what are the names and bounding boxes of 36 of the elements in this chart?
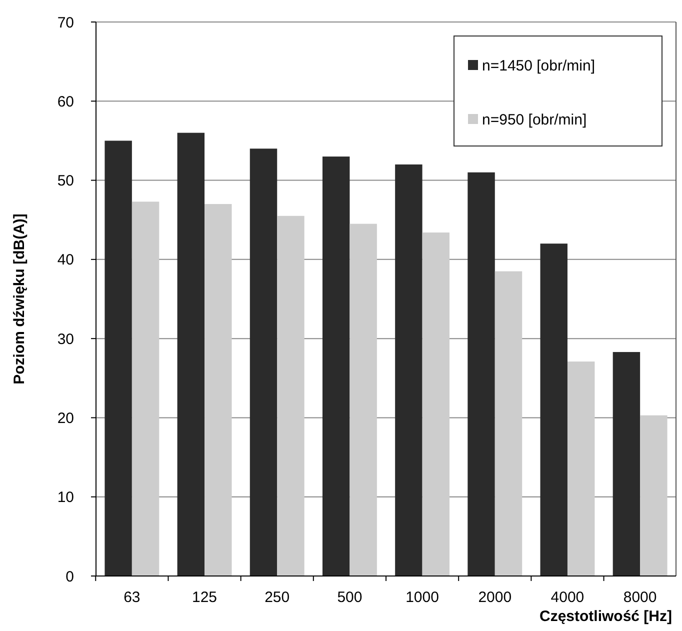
bar [468,172,495,576]
x-tick-label: 1000 [406,589,439,606]
y-tick-label: 60 [57,93,74,110]
bar [567,362,595,576]
bar [540,244,568,576]
x-tick-label: 2000 [478,589,512,606]
y-tick-label: 40 [57,252,74,269]
bar [395,164,422,576]
y-tick-label: 30 [57,330,74,348]
bar [132,202,160,576]
x-tick-label: 250 [264,589,290,606]
bar [322,156,350,576]
x-tick-label: 4000 [550,589,584,606]
x-tick-label: 500 [337,589,362,606]
legend-label: n=950 [obr/min] [482,111,587,128]
x-tick-label: 8000 [623,589,657,606]
x-tick-label: 125 [192,589,218,606]
bar [177,132,205,576]
bar [350,224,377,576]
legend-label: n=1450 [obr/min] [482,57,595,74]
y-tick-label: 10 [57,489,74,506]
y-tick-label: 50 [57,172,74,190]
x-tick-label: 63 [124,589,140,606]
bar [612,352,640,576]
bar [422,232,450,576]
y-axis-title: Poziom dźwięku [dB(A)] [11,214,28,384]
bar [204,204,232,576]
y-tick-label: 70 [57,14,74,32]
x-axis-title: Częstotliwość [Hz] [539,608,672,625]
bar [494,271,522,576]
bar [277,216,304,576]
y-tick-label: 0 [66,568,74,586]
bar [250,148,278,576]
y-tick-label: 20 [57,410,74,427]
bar [104,140,132,576]
bar [640,415,668,576]
